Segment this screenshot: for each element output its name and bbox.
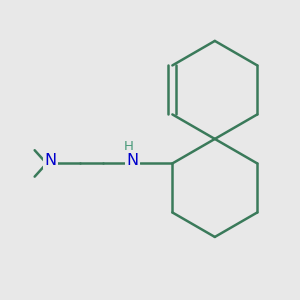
Text: N: N bbox=[127, 153, 139, 168]
Text: H: H bbox=[124, 140, 134, 152]
Text: N: N bbox=[44, 153, 56, 168]
